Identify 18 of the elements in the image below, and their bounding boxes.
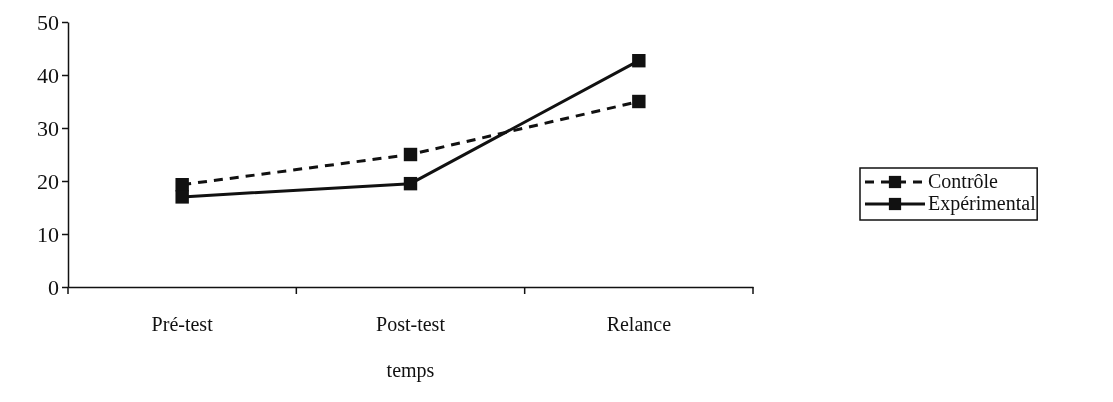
y-tick-label: 50 xyxy=(37,9,59,35)
legend-label: Expérimental xyxy=(928,192,1037,215)
point xyxy=(175,190,189,204)
y-tick-label: 0 xyxy=(48,274,59,300)
y-tick-label: 20 xyxy=(37,168,59,194)
x-tick-label: Relance xyxy=(606,313,672,336)
y-tick-label: 40 xyxy=(37,62,59,88)
legend-label: Contrôle xyxy=(928,170,999,192)
x-axis-title: temps xyxy=(386,359,435,382)
point xyxy=(403,176,418,191)
point xyxy=(632,53,646,68)
point xyxy=(632,94,646,109)
x-tick-label: Pré-test xyxy=(151,313,214,336)
point xyxy=(403,147,418,162)
point xyxy=(175,178,189,192)
y-tick-label: 10 xyxy=(37,221,59,247)
x-tick-label: Post-test xyxy=(376,313,446,336)
y-tick-label: 30 xyxy=(37,115,59,141)
